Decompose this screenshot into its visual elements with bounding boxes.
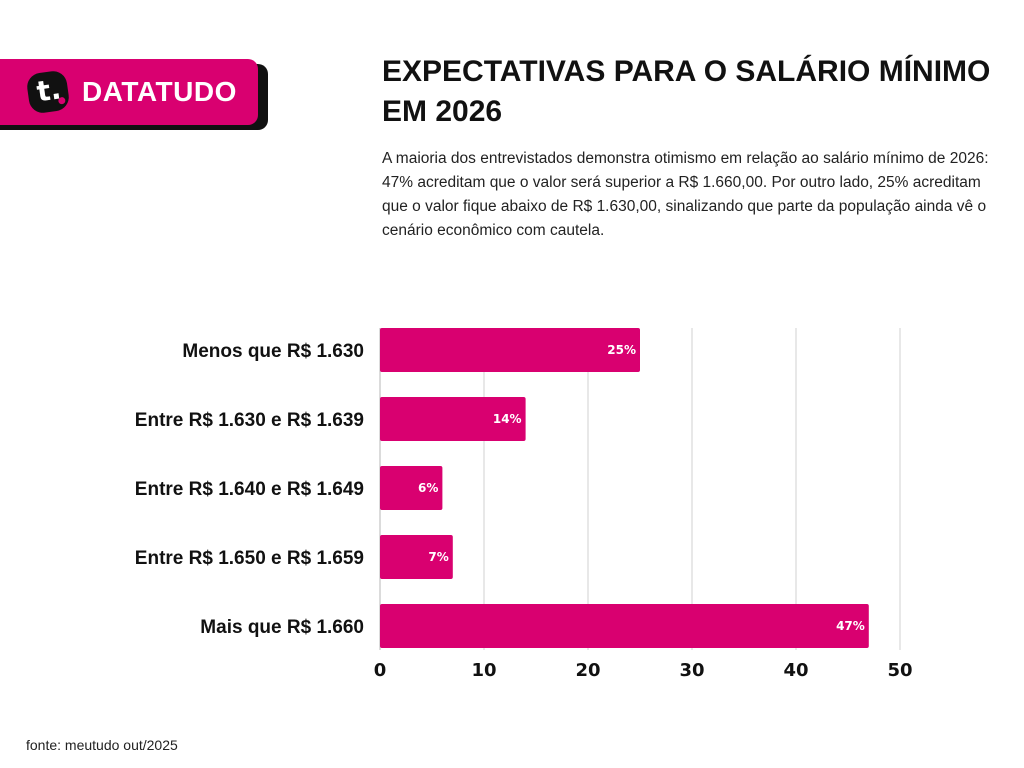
brand-name: DATATUDO [82,76,237,107]
bar [380,604,869,648]
x-tick-label: 30 [679,660,704,681]
data-label: 47% [836,619,865,633]
x-tick-label: 10 [471,660,496,681]
bar [380,466,443,510]
category-label: Entre R$ 1.640 e R$ 1.649 [135,479,364,500]
category-label: Entre R$ 1.650 e R$ 1.659 [135,548,364,569]
data-label: 25% [607,343,636,357]
x-tick-label: 40 [783,660,808,681]
page-title: EXPECTATIVAS PARA O SALÁRIO MÍNIMO EM 20… [382,55,991,128]
x-tick-label: 20 [575,660,600,681]
data-label: 7% [428,550,448,564]
bar [380,328,640,372]
bar [380,535,453,579]
brand-logo: t. DATATUDO [0,59,258,125]
x-tick-label: 0 [374,660,387,681]
category-label: Menos que R$ 1.630 [182,341,364,362]
data-label: 14% [493,412,522,426]
page-subtitle: A maioria dos entrevistados demonstra ot… [382,150,989,239]
category-label: Entre R$ 1.630 e R$ 1.639 [135,410,364,431]
data-label: 6% [418,481,438,495]
source-note: fonte: meutudo out/2025 [26,737,178,753]
category-label: Mais que R$ 1.660 [200,617,364,638]
bar [380,397,526,441]
x-tick-label: 50 [887,660,912,681]
